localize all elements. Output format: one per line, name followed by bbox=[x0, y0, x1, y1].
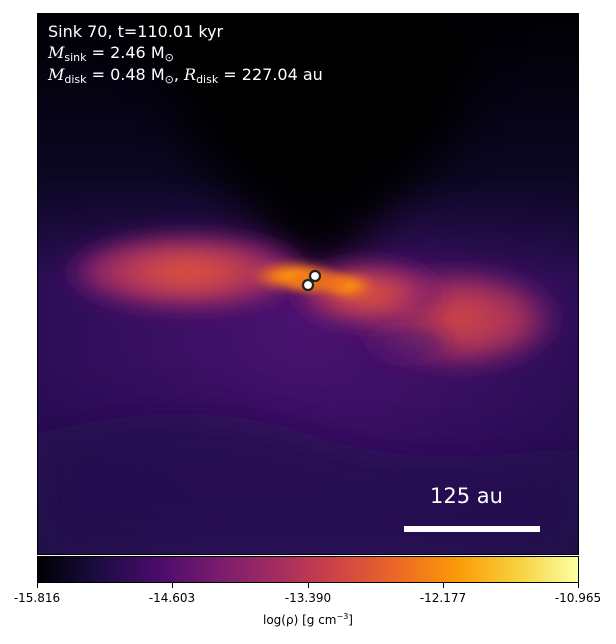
disk-mass-value: = 0.48 M bbox=[86, 65, 165, 84]
radius-value: = 227.04 au bbox=[218, 65, 323, 84]
colorbar-label-exponent: −3 bbox=[336, 612, 349, 621]
separator: , bbox=[173, 65, 185, 84]
disk-mass-symbol: M bbox=[48, 65, 65, 84]
sink-marker-2 bbox=[301, 278, 315, 292]
disk-mass-sub: disk bbox=[64, 73, 87, 86]
solar-symbol: ⊙ bbox=[164, 51, 174, 64]
colorbar-tick-mark bbox=[308, 583, 309, 588]
colorbar-tick-mark bbox=[172, 583, 173, 588]
sink-title-text: Sink 70, t=110.01 kyr bbox=[48, 22, 224, 41]
colorbar-tick-mark bbox=[578, 583, 579, 588]
sink-mass-line: Msink = 2.46 M⊙ bbox=[48, 43, 174, 68]
disk-solar-symbol: ⊙ bbox=[164, 73, 174, 86]
colorbar-tick-label: -15.816 bbox=[13, 591, 61, 605]
colorbar-label: log(ρ) [g cm−3] bbox=[263, 612, 353, 627]
radius-symbol: R bbox=[184, 65, 197, 84]
colorbar bbox=[37, 556, 579, 583]
mass-symbol: M bbox=[48, 43, 65, 62]
radius-sub: disk bbox=[196, 73, 219, 86]
scale-bar-label: 125 au bbox=[430, 484, 503, 508]
mass-sink-value: = 2.46 M bbox=[86, 43, 165, 62]
colorbar-tick-label: -14.603 bbox=[148, 591, 196, 605]
mass-sub: sink bbox=[64, 51, 87, 64]
scale-bar bbox=[404, 526, 540, 532]
density-map bbox=[38, 14, 578, 554]
colorbar-label-main: log(ρ) [g cm bbox=[263, 613, 337, 627]
disk-line: Mdisk = 0.48 M⊙, Rdisk = 227.04 au bbox=[48, 65, 323, 90]
colorbar-tick-label: -12.177 bbox=[419, 591, 467, 605]
colorbar-tick-label: -10.965 bbox=[554, 591, 602, 605]
colorbar-tick-mark bbox=[37, 583, 38, 588]
colorbar-tick-mark bbox=[443, 583, 444, 588]
sink-marker-1 bbox=[308, 269, 322, 283]
density-projection-panel: Sink 70, t=110.01 kyr Msink = 2.46 M⊙ Md… bbox=[37, 13, 579, 555]
colorbar-label-end: ] bbox=[348, 613, 353, 627]
sink-title: Sink 70, t=110.01 kyr bbox=[48, 22, 223, 42]
colorbar-tick-label: -13.390 bbox=[284, 591, 332, 605]
